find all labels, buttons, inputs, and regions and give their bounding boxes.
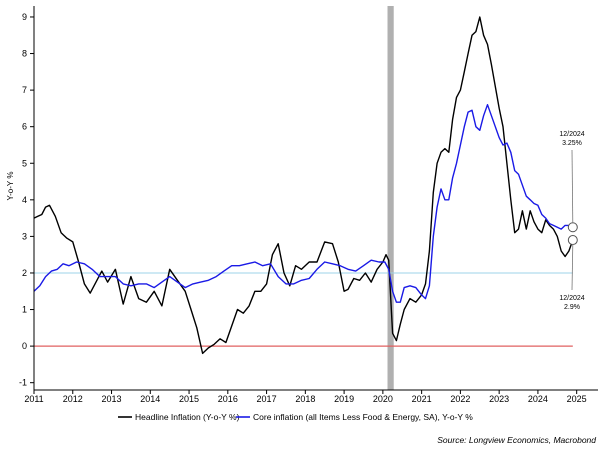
legend: Headline Inflation (Y-o-Y %) Core inflati… <box>118 412 473 422</box>
x-tick-label: 2025 <box>567 394 587 404</box>
y-tick-label: 8 <box>22 49 27 59</box>
legend-label-0: Headline Inflation (Y-o-Y %) <box>135 412 240 422</box>
y-tick-label: 7 <box>22 85 27 95</box>
shaded-period-band <box>387 6 394 390</box>
x-tick-label: 2020 <box>373 394 393 404</box>
x-tick-label: 2018 <box>295 394 315 404</box>
y-tick-label: 9 <box>22 12 27 22</box>
annotation-label-core: 3.25% <box>562 140 582 147</box>
y-tick-label: 0 <box>22 341 27 351</box>
x-tick-label: 2021 <box>412 394 432 404</box>
legend-label-1: Core inflation (all Items Less Food & En… <box>253 412 473 422</box>
x-tick-label: 2012 <box>63 394 83 404</box>
annotation-label-headline: 2.9% <box>564 304 580 311</box>
x-tick-label: 2023 <box>489 394 509 404</box>
y-tick-label: 4 <box>22 195 27 205</box>
x-tick-label: 2015 <box>179 394 199 404</box>
x-tick-label: 2022 <box>450 394 470 404</box>
x-tick-label: 2011 <box>24 394 43 404</box>
series-line-1 <box>33 104 574 303</box>
y-tick-label: 3 <box>22 231 27 241</box>
x-tick-label: 2019 <box>334 394 354 404</box>
annotations: 12/2024 3.25% 12/2024 2.9% <box>559 131 584 311</box>
annotation-leader-headline <box>571 244 574 291</box>
x-tick-label: 2014 <box>140 394 160 404</box>
source-note: Source: Longview Economics, Macrobond <box>437 435 596 445</box>
annotation-label-core: 12/2024 <box>559 131 584 138</box>
annotation-marker-headline <box>567 235 578 246</box>
x-tick-label: 2024 <box>528 394 548 404</box>
y-tick-label: 6 <box>22 122 27 132</box>
y-axis-title: Y-o-Y % <box>6 172 15 201</box>
x-tick-label: 2017 <box>257 394 277 404</box>
x-tick-label: 2016 <box>218 394 238 404</box>
y-tick-label: 1 <box>22 305 27 315</box>
y-tick-label: 2 <box>22 268 27 278</box>
series-line-0 <box>33 16 574 355</box>
annotation-label-headline: 12/2024 <box>559 295 584 302</box>
plot-area <box>33 6 574 390</box>
y-tick-label: -1 <box>19 378 27 388</box>
annotation-marker-core <box>567 222 578 233</box>
axes: -1 0 1 2 3 4 5 6 7 8 9 2011 2012 2013 2014 2015 2016 2017… <box>6 6 598 404</box>
x-tick-label: 2013 <box>102 394 122 404</box>
y-tick-label: 5 <box>22 158 27 168</box>
annotation-leader-core <box>571 149 574 224</box>
